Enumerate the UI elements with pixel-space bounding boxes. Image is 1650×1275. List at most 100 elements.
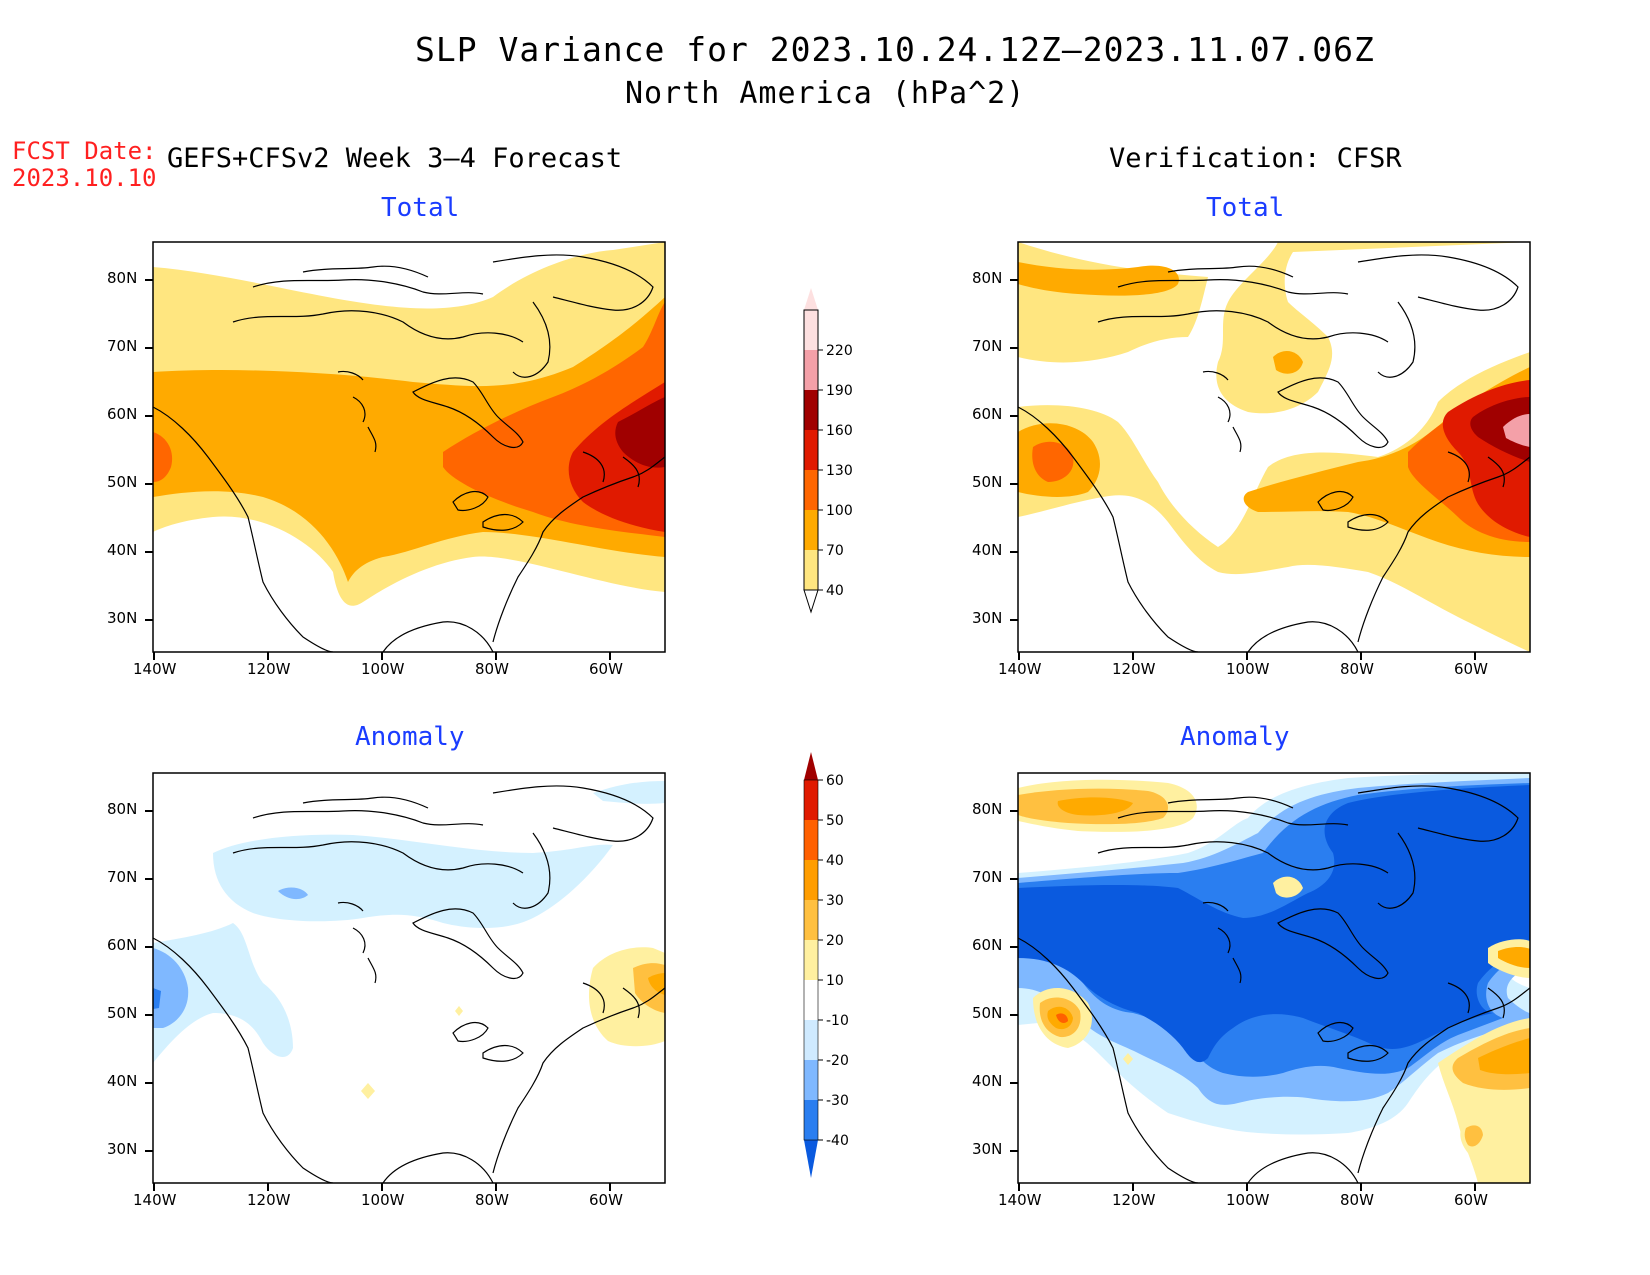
verification-total-lon-tick bbox=[1132, 652, 1134, 660]
forecast-anomaly-lat-tick-label: 80N bbox=[107, 800, 138, 818]
contour-neg30-west bbox=[153, 988, 161, 1009]
anomaly-colorbar-label: -10 bbox=[826, 1013, 849, 1029]
forecast-total-lat-tick-label: 30N bbox=[107, 609, 138, 627]
verification-total-lon-tick bbox=[1474, 652, 1476, 660]
total-colorbar-label: 160 bbox=[826, 423, 853, 439]
verification-total-lat-tick-label: 30N bbox=[972, 609, 1003, 627]
forecast-total-lon-tick bbox=[267, 652, 269, 660]
total-colorbar-segment bbox=[804, 470, 818, 510]
forecast-anomaly-title: Anomaly bbox=[355, 722, 465, 752]
verification-anomaly-lon-tick-label: 120W bbox=[1112, 1191, 1156, 1209]
forecast-total-lat-tick bbox=[145, 483, 153, 485]
anomaly-colorbar-segment bbox=[804, 940, 818, 980]
coastlines bbox=[153, 254, 665, 652]
forecast-total-lat-tick bbox=[145, 619, 153, 621]
forecast-anomaly-lon-tick bbox=[267, 1183, 269, 1191]
verification-total-lon-tick-label: 80W bbox=[1340, 660, 1374, 678]
anomaly-colorbar-segment bbox=[804, 860, 818, 900]
verification-total-lat-tick bbox=[1010, 415, 1018, 417]
verification-anomaly-lon-tick-label: 140W bbox=[998, 1191, 1042, 1209]
contour-100-west bbox=[153, 432, 173, 482]
verification-anomaly-lon-tick bbox=[1360, 1183, 1362, 1191]
contour-30-se bbox=[1478, 1038, 1530, 1075]
verification-total-lat-tick-label: 80N bbox=[972, 269, 1003, 287]
total-colorbar-segment bbox=[804, 310, 818, 350]
verification-column-title: Verification: CFSR bbox=[1109, 143, 1402, 174]
forecast-anomaly-lat-tick-label: 30N bbox=[107, 1140, 138, 1158]
forecast-anomaly-lat-tick bbox=[145, 810, 153, 812]
verification-anomaly-lat-tick bbox=[1010, 1014, 1018, 1016]
verification-total-lon-tick-label: 140W bbox=[998, 660, 1042, 678]
verification-total-lon-tick-label: 100W bbox=[1226, 660, 1270, 678]
forecast-total-lat-tick bbox=[145, 551, 153, 553]
verification-anomaly-lat-tick-label: 80N bbox=[972, 800, 1003, 818]
verification-total-lat-tick-label: 40N bbox=[972, 541, 1003, 559]
forecast-total-lon-tick-label: 80W bbox=[475, 660, 509, 678]
verification-total-lat-tick bbox=[1010, 551, 1018, 553]
forecast-anomaly-lon-tick-label: 60W bbox=[589, 1191, 623, 1209]
anomaly-colorbar-bottom-arrow bbox=[804, 1140, 818, 1178]
verification-anomaly-lat-tick bbox=[1010, 878, 1018, 880]
verification-anomaly-lat-tick-label: 30N bbox=[972, 1140, 1003, 1158]
verification-total-lon-tick-label: 60W bbox=[1454, 660, 1488, 678]
fcst-date-block: FCST Date: 2023.10.10 bbox=[12, 138, 157, 192]
contour-160-east bbox=[1470, 397, 1530, 462]
total-colorbar-segment bbox=[804, 550, 818, 590]
verification-total-lat-tick bbox=[1010, 347, 1018, 349]
contour-70-north bbox=[1018, 262, 1179, 296]
verification-anomaly-lon-tick bbox=[1018, 1183, 1020, 1191]
anomaly-colorbar-segment bbox=[804, 1060, 818, 1100]
forecast-total-lon-tick bbox=[153, 652, 155, 660]
contour-30-north bbox=[1057, 797, 1133, 816]
contour-neg10-ne bbox=[593, 781, 665, 804]
map-frame bbox=[152, 772, 666, 1184]
forecast-anomaly-lon-tick-label: 140W bbox=[133, 1191, 177, 1209]
total-colorbar-bottom-arrow bbox=[803, 589, 819, 614]
anomaly-colorbar-label: 10 bbox=[826, 973, 844, 989]
forecast-total-lon-tick bbox=[495, 652, 497, 660]
contour-40-dot bbox=[1483, 612, 1493, 628]
contour-neg10-west bbox=[153, 923, 293, 1063]
contour-10-hudson bbox=[1273, 876, 1303, 898]
anomaly-colorbar-segment bbox=[804, 900, 818, 940]
contour-neg20-west bbox=[153, 948, 189, 1028]
fcst-date-label: FCST Date: bbox=[12, 137, 157, 165]
verification-anomaly-lat-tick bbox=[1010, 810, 1018, 812]
total-colorbar-segment bbox=[804, 430, 818, 470]
anomaly-colorbar-label: 50 bbox=[826, 813, 844, 829]
anomaly-colorbar-label: 30 bbox=[826, 893, 844, 909]
forecast-anomaly-lon-tick bbox=[495, 1183, 497, 1191]
anomaly-colorbar-segment bbox=[804, 1100, 818, 1140]
coastlines bbox=[1018, 785, 1530, 1183]
verification-anomaly-lat-tick-label: 40N bbox=[972, 1072, 1003, 1090]
forecast-anomaly-lon-tick-label: 100W bbox=[361, 1191, 405, 1209]
forecast-anomaly-lon-tick bbox=[153, 1183, 155, 1191]
contour-30-east bbox=[648, 973, 665, 995]
forecast-total-lon-tick-label: 100W bbox=[361, 660, 405, 678]
anomaly-colorbar-segment bbox=[804, 1020, 818, 1060]
verification-anomaly-lat-tick-label: 70N bbox=[972, 868, 1003, 886]
contour-70-small bbox=[1273, 350, 1303, 374]
anomaly-colorbar-label: 60 bbox=[826, 773, 844, 789]
anomaly-colorbar: -40 -30 -20 -10 10 20 30 40 50 60 bbox=[803, 752, 849, 1178]
verification-anomaly-lon-tick-label: 80W bbox=[1340, 1191, 1374, 1209]
total-colorbar-segment bbox=[804, 350, 818, 390]
main-subtitle: North America (hPa^2) bbox=[625, 76, 1026, 111]
verification-total-lat-tick bbox=[1010, 279, 1018, 281]
anomaly-colorbar-label: 20 bbox=[826, 933, 844, 949]
forecast-anomaly-lat-tick bbox=[145, 1082, 153, 1084]
total-colorbar-label: 100 bbox=[826, 503, 853, 519]
contour-neg20-spot bbox=[278, 887, 308, 900]
anomaly-colorbar-label: -40 bbox=[826, 1133, 849, 1149]
contour-20-sse bbox=[1464, 1125, 1483, 1147]
verification-anomaly-lon-tick-label: 100W bbox=[1226, 1191, 1270, 1209]
verification-total-lon-tick bbox=[1018, 652, 1020, 660]
verification-total-lat-tick bbox=[1010, 483, 1018, 485]
forecast-anomaly-lat-tick bbox=[145, 1014, 153, 1016]
forecast-total-lon-tick bbox=[381, 652, 383, 660]
map-frame bbox=[1017, 772, 1531, 1184]
verification-anomaly-lat-tick bbox=[1010, 946, 1018, 948]
contour-40-west bbox=[1056, 1013, 1068, 1023]
verification-total-lon-tick-label: 120W bbox=[1112, 660, 1156, 678]
forecast-total-title: Total bbox=[381, 193, 460, 223]
